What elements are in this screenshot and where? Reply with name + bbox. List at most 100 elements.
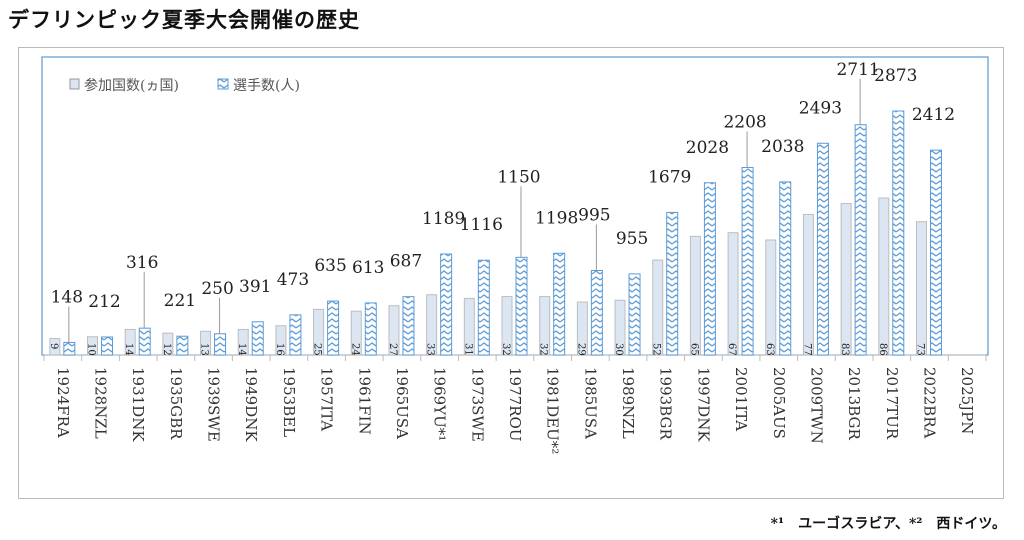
bar-countries xyxy=(501,296,513,356)
legend: 参加国数(ヵ国) 選手数(人) xyxy=(69,77,300,94)
data-label-countries: 65 xyxy=(688,343,699,356)
x-tick-label: 1997DNK xyxy=(694,367,712,442)
bar-countries xyxy=(765,239,777,356)
bar-countries xyxy=(124,328,136,356)
data-label-countries: 10 xyxy=(86,343,97,356)
x-tick-label: 1935GBR xyxy=(167,367,185,440)
data-label-countries: 31 xyxy=(462,343,473,356)
bar-countries xyxy=(576,301,588,356)
x-tick-label: 1953BEL xyxy=(280,367,298,437)
data-label-countries: 32 xyxy=(500,343,511,356)
legend-swatch-athletes xyxy=(217,78,229,90)
bar-countries xyxy=(162,332,174,356)
legend-label-athletes: 選手数(人) xyxy=(233,78,300,94)
x-tick-label: 2025JPN xyxy=(958,367,976,434)
bar-athletes xyxy=(251,321,264,356)
data-label-athletes: 2028 xyxy=(686,138,729,158)
data-label-athletes: 148 xyxy=(51,287,83,307)
data-label-countries: 30 xyxy=(613,343,624,356)
bar-athletes xyxy=(515,256,528,356)
data-label-athletes: 613 xyxy=(352,258,384,278)
data-label-athletes: 316 xyxy=(126,253,158,273)
data-label-athletes: 995 xyxy=(578,205,610,225)
data-label-countries: 16 xyxy=(274,343,285,356)
data-label-athletes: 250 xyxy=(201,279,233,299)
x-tick-label: 1924FRA xyxy=(54,367,72,438)
bar-athletes xyxy=(929,149,942,356)
bar-athletes xyxy=(289,314,302,356)
data-label-countries: 12 xyxy=(161,343,172,356)
data-label-countries: 14 xyxy=(236,343,247,356)
data-label-countries: 63 xyxy=(764,343,775,356)
bar-countries xyxy=(802,213,814,356)
bar-athletes xyxy=(138,327,151,356)
x-tick-label: 1957ITA xyxy=(318,367,336,431)
data-label-countries: 52 xyxy=(651,343,662,356)
bar-athletes xyxy=(176,335,189,356)
bar-athletes xyxy=(327,300,340,356)
data-label-countries: 32 xyxy=(538,343,549,356)
data-label-athletes: 2038 xyxy=(761,137,804,157)
data-label-countries: 9 xyxy=(48,343,59,349)
bar-athletes xyxy=(666,211,679,356)
bar-countries xyxy=(237,328,249,356)
x-tick-label: 2009TWN xyxy=(807,367,825,444)
bar-athletes xyxy=(214,333,227,356)
x-tick-label: 1993BGR xyxy=(657,367,675,440)
bar-countries xyxy=(87,336,99,356)
data-label-countries: 73 xyxy=(914,343,925,356)
bar-countries xyxy=(727,232,739,356)
bar-athletes xyxy=(628,273,641,356)
data-label-countries: 25 xyxy=(312,343,323,356)
x-tick-label: 2013BGR xyxy=(845,367,863,440)
data-label-athletes: 221 xyxy=(164,291,196,311)
x-tick-label: 1928NZL xyxy=(92,367,110,439)
data-label-athletes: 2208 xyxy=(723,112,766,132)
data-label-countries: 83 xyxy=(839,343,850,356)
data-label-athletes: 1198 xyxy=(535,208,578,228)
bar-athletes xyxy=(741,166,754,356)
bar-countries xyxy=(49,338,61,356)
data-label-athletes: 2412 xyxy=(912,105,955,125)
chart-frame xyxy=(18,47,1004,499)
data-label-athletes: 2873 xyxy=(874,66,917,86)
bar-countries xyxy=(200,330,212,356)
bar-athletes xyxy=(590,269,603,356)
bar-athletes xyxy=(854,124,867,356)
bar-athletes xyxy=(364,302,377,356)
bar-countries xyxy=(275,325,287,356)
data-label-countries: 67 xyxy=(726,343,737,356)
x-tick-label: 1965USA xyxy=(393,367,411,439)
data-label-countries: 86 xyxy=(877,343,888,356)
data-label-countries: 77 xyxy=(801,343,812,356)
data-label-countries: 24 xyxy=(349,343,360,356)
footnote: *¹ ユーゴスラビア、*² 西ドイツ。 xyxy=(770,516,1006,532)
bar-athletes xyxy=(553,252,566,356)
data-label-athletes: 212 xyxy=(88,292,120,312)
bar-athletes xyxy=(101,336,114,356)
bar-countries xyxy=(915,221,927,356)
legend-swatch-countries xyxy=(69,78,80,90)
bar-countries xyxy=(388,305,400,356)
bar-countries xyxy=(652,259,664,356)
bar-athletes xyxy=(892,110,905,356)
x-tick-label: 1985USA xyxy=(581,367,599,439)
bar-countries xyxy=(426,294,438,356)
x-tick-label: 2005AUS xyxy=(770,367,788,439)
x-tick-label: 2001ITA xyxy=(732,367,750,431)
data-label-countries: 13 xyxy=(199,343,210,356)
bar-countries xyxy=(878,197,890,356)
bar-athletes xyxy=(440,253,453,356)
x-tick-label: 2022BRA xyxy=(920,367,938,438)
bar-countries xyxy=(689,235,701,356)
x-tick-label: 2017TUR xyxy=(883,367,901,440)
data-label-countries: 29 xyxy=(575,343,586,356)
data-label-athletes: 2493 xyxy=(799,98,842,118)
bar-countries xyxy=(614,299,626,356)
x-tick-label: 1977ROU xyxy=(506,367,524,441)
x-tick-label: 1989NZL xyxy=(619,367,637,439)
data-label-athletes: 2711 xyxy=(836,60,879,80)
data-label-countries: 33 xyxy=(425,343,436,356)
x-tick-label: 1939SWE xyxy=(205,367,223,442)
x-tick-label: 1961FIN xyxy=(355,367,373,435)
